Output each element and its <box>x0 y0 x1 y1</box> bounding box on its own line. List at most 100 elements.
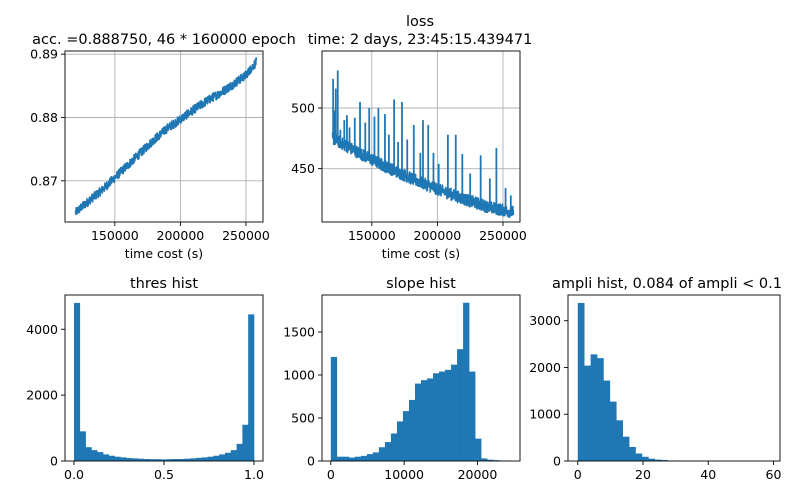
thres-hist-bar <box>85 447 92 461</box>
figure-suptitle: loss <box>406 14 434 30</box>
ampli-hist-bar <box>654 459 662 461</box>
slope-hist-bar <box>348 457 356 461</box>
ampli-hist-bar <box>603 380 611 461</box>
ampli-hist-bar <box>629 446 636 461</box>
slope-hist-bar <box>427 378 434 461</box>
loss-plot-xlabel: time cost (s) <box>382 246 460 261</box>
thres-hist-bar <box>143 459 150 461</box>
slope-hist-bar <box>360 455 368 461</box>
slope-hist-bar <box>402 411 410 461</box>
thres-hist-bar <box>155 459 162 461</box>
accuracy-plot-series-line <box>74 57 258 216</box>
thres-hist-bar <box>132 458 139 461</box>
thres-hist-bar <box>195 457 203 461</box>
slope-hist-bar <box>396 421 404 461</box>
loss-plot-xtick-label: 250000 <box>479 228 527 243</box>
ampli-hist-bar <box>635 453 643 461</box>
slope-hist-bar <box>475 438 482 461</box>
accuracy-plot-xtick-label: 250000 <box>222 228 270 243</box>
slope-hist-bar <box>390 433 398 461</box>
thres-hist-bar <box>248 314 255 461</box>
thres-hist-bar <box>207 456 214 461</box>
ampli-hist-xtick-label: 0 <box>574 467 582 482</box>
thres-hist-bar <box>79 431 86 461</box>
slope-hist-bar <box>414 383 422 461</box>
thres-hist-bar <box>120 457 127 461</box>
slope-hist-bar <box>384 442 392 461</box>
slope-hist-frame <box>321 294 521 462</box>
ampli-hist-xtick-label: 20 <box>635 467 651 482</box>
thres-hist-ytick-label: 4000 <box>26 322 58 337</box>
accuracy-plot-ytick-label: 0.89 <box>30 47 58 62</box>
slope-hist-bar <box>469 371 476 461</box>
thres-hist-bar <box>190 458 197 461</box>
slope-hist-bar <box>451 364 458 461</box>
slope-hist-bar <box>336 456 344 461</box>
accuracy-plot-frame <box>64 50 264 223</box>
ampli-hist-ytick-label: 2000 <box>529 360 561 375</box>
slope-hist-title: slope hist <box>386 276 456 292</box>
slope-hist-bar <box>354 456 362 461</box>
ampli-hist-bar <box>597 358 604 461</box>
slope-hist-xtick-label: 10000 <box>384 467 424 482</box>
ampli-hist-ytick-label: 0 <box>553 454 561 469</box>
slope-hist-bar <box>408 399 416 461</box>
ampli-hist-bar <box>577 302 585 461</box>
thres-hist-bar <box>91 450 98 461</box>
thres-hist-bar <box>114 456 121 461</box>
figure-subtitle: time: 2 days, 23:45:15.439471 <box>308 32 533 48</box>
slope-hist-bar <box>366 454 374 461</box>
thres-hist-bar <box>103 454 110 461</box>
loss-plot-xtick-label: 150000 <box>348 228 396 243</box>
accuracy-plot-panel: 150000 200000 250000 0.87 0.88 0.89 <box>30 47 270 243</box>
thres-hist-bar <box>137 458 144 461</box>
slope-hist-bar <box>457 349 464 461</box>
thres-hist-bar <box>74 302 81 461</box>
thres-hist-bar <box>166 459 174 461</box>
thres-hist-xtick-label: 0.0 <box>64 467 84 482</box>
slope-hist-panel: 0 10000 20000 0 500 1000 1500 <box>283 294 521 482</box>
thres-hist-bar <box>108 455 115 461</box>
accuracy-plot-xlabel: time cost (s) <box>125 246 203 261</box>
thres-hist-bar <box>213 455 220 461</box>
accuracy-plot-ytick-label: 0.88 <box>30 110 58 125</box>
accuracy-plot-xtick-label: 200000 <box>157 228 205 243</box>
slope-hist-bar <box>342 456 350 461</box>
slope-hist-xtick-label: 20000 <box>458 467 498 482</box>
thres-hist-xtick-label: 1.0 <box>244 467 264 482</box>
ampli-hist-ytick-label: 3000 <box>529 313 561 328</box>
loss-plot-xtick-label: 200000 <box>414 228 462 243</box>
slope-hist-ytick-label: 1000 <box>283 367 315 382</box>
ampli-hist-bar <box>584 365 591 461</box>
loss-plot-ytick-label: 500 <box>291 101 315 116</box>
ampli-hist-bar <box>609 401 617 461</box>
ampli-hist-ytick-label: 1000 <box>529 407 561 422</box>
slope-hist-bar <box>378 447 386 461</box>
ampli-hist-xtick-label: 40 <box>700 467 716 482</box>
loss-plot-frame <box>321 50 521 223</box>
thres-hist-bar <box>242 424 249 461</box>
slope-hist-bar <box>445 369 452 461</box>
slope-hist-ytick-label: 0 <box>307 454 315 469</box>
thres-hist-bar <box>219 454 226 461</box>
thres-hist-bar <box>184 458 191 461</box>
ampli-hist-bar <box>641 456 649 461</box>
slope-hist-bar <box>487 459 494 461</box>
slope-hist-bar <box>481 458 488 461</box>
slope-hist-bar <box>433 373 440 461</box>
thres-hist-bar <box>201 457 208 461</box>
ampli-hist-title: ampli hist, 0.084 of ampli < 0.1 <box>552 276 782 292</box>
ampli-hist-frame <box>567 294 781 462</box>
thres-hist-bar <box>97 452 104 461</box>
ampli-hist-bar <box>648 458 656 461</box>
thres-hist-bar <box>172 459 179 461</box>
slope-hist-ytick-label: 1500 <box>283 324 315 339</box>
accuracy-plot-xtick-label: 150000 <box>91 228 139 243</box>
ampli-hist-bar <box>590 354 598 461</box>
loss-plot-panel: 150000 200000 250000 450 500 <box>291 50 527 243</box>
slope-hist-bar <box>421 380 428 461</box>
thres-hist-bar <box>178 459 185 461</box>
accuracy-plot-title: acc. =0.888750, 46 * 160000 epoch <box>32 32 296 48</box>
thres-hist-bar <box>161 459 168 461</box>
